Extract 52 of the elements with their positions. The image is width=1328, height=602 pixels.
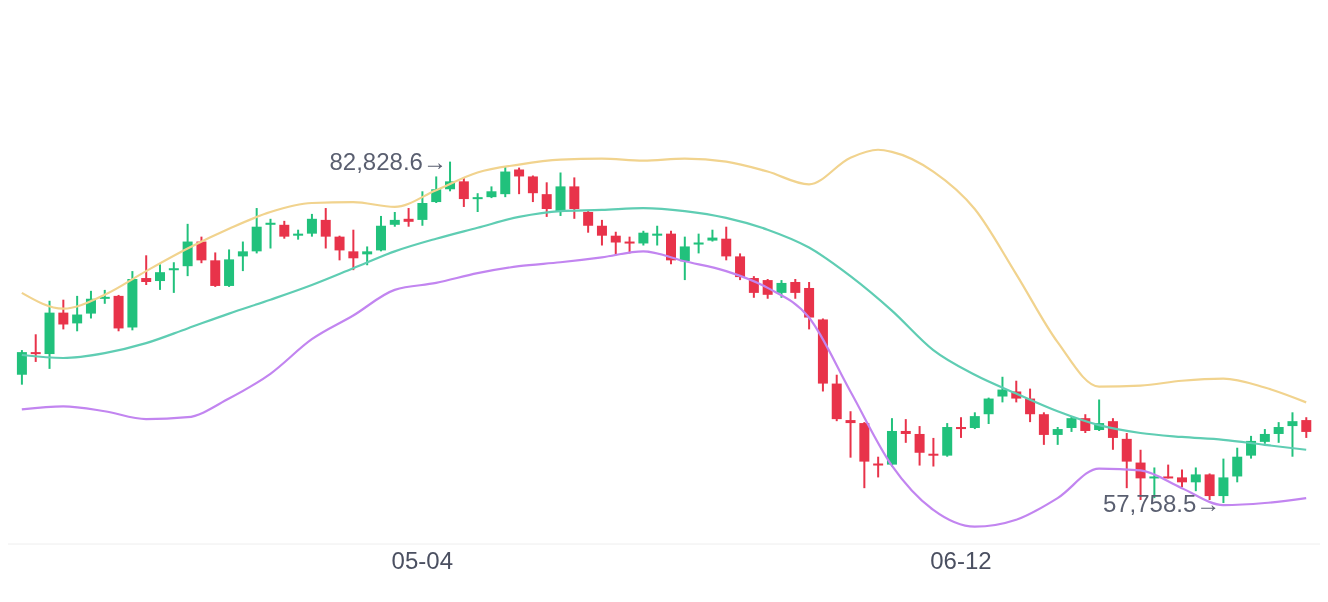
candlestick [1273,421,1284,444]
candlestick [58,298,69,331]
candlestick [72,294,83,333]
candlestick [348,228,359,272]
candlestick [16,349,27,386]
candlestick [652,224,663,247]
candlestick [1232,446,1243,484]
x-tick-label: 05-04 [391,547,454,575]
candlestick [693,232,704,255]
candlestick [500,165,511,199]
candlestick [417,190,428,227]
candlestick [527,174,538,204]
annotation: 57,758.5→ [1102,489,1221,517]
candlestick [845,410,856,459]
x-tick-label: 06-12 [930,547,992,575]
candlestick [679,235,690,282]
candlestick [168,261,179,294]
candlestick [237,240,248,273]
candlestick [1287,411,1298,458]
candlestick [569,176,580,220]
candlestick [1190,466,1201,493]
candlestick [583,210,594,234]
candlestick [334,234,345,262]
candlestick [928,436,939,468]
candlestick [914,425,925,467]
candlestick [735,252,746,282]
candlestick [265,217,276,250]
candlestick [983,396,994,426]
candlestick [873,455,884,479]
candlestick [458,176,469,208]
candlestick [141,254,152,286]
candlestick [956,416,967,439]
candlestick [790,278,801,300]
candlestick [1038,411,1049,446]
candlestick [596,218,607,247]
candlestick [1121,432,1132,490]
candlestick [721,225,732,262]
candlestick [30,333,41,363]
candlestick [196,235,207,265]
candlestick [900,418,911,444]
candlestick [1218,457,1229,505]
candlestick [1301,416,1312,439]
candlestick [362,245,373,267]
candlestick [306,212,317,238]
candlestick [541,181,552,218]
annotation: 82,828.6→ [329,148,447,176]
candlestick [472,192,483,213]
candlestick [155,263,166,291]
candlestick [610,230,621,257]
candlestick [403,207,414,228]
candlestick [320,207,331,250]
candlestick [997,375,1008,404]
